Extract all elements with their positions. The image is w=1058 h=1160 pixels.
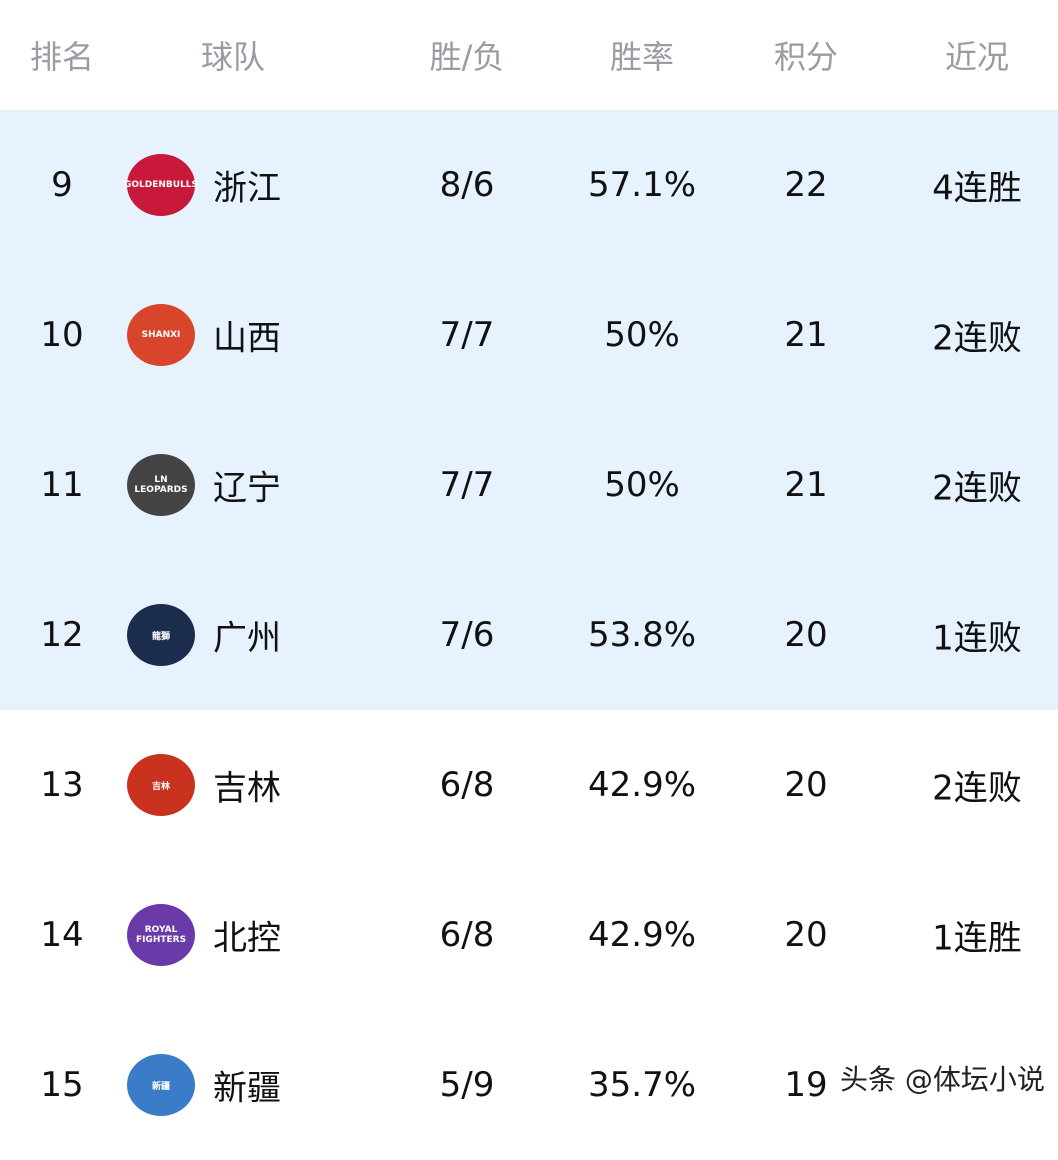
team-logo: GOLDENBULLS bbox=[124, 154, 198, 216]
rank: 11 bbox=[40, 465, 84, 505]
table-row[interactable]: 11 LN LEOPARDS 辽宁 7/7 50% 21 2连败 bbox=[0, 410, 1058, 560]
header-team: 球队 bbox=[200, 38, 266, 76]
header-wl: 胜/负 bbox=[429, 38, 505, 76]
team-name: 山西 bbox=[213, 318, 281, 359]
team-name: 浙江 bbox=[213, 168, 281, 209]
points: 20 bbox=[784, 615, 828, 655]
recent-form: 1连胜 bbox=[932, 918, 1022, 959]
win-pct: 50% bbox=[604, 315, 680, 355]
win-loss: 6/8 bbox=[439, 765, 495, 805]
team-name: 新疆 bbox=[213, 1068, 281, 1109]
points: 21 bbox=[784, 465, 828, 505]
win-loss: 7/7 bbox=[439, 315, 495, 355]
table-row[interactable]: 13 吉林 吉林 6/8 42.9% 20 2连败 bbox=[0, 710, 1058, 860]
rank: 9 bbox=[51, 165, 73, 205]
team-logo: 新疆 bbox=[127, 1054, 195, 1116]
win-pct: 53.8% bbox=[587, 615, 697, 655]
team-logo: SHANXI bbox=[127, 304, 195, 366]
team-name: 广州 bbox=[213, 618, 281, 659]
rank: 13 bbox=[40, 765, 84, 805]
win-loss: 7/7 bbox=[439, 465, 495, 505]
recent-form: 2连败 bbox=[932, 468, 1022, 509]
recent-form: 4连胜 bbox=[932, 168, 1022, 209]
recent-form: 2连败 bbox=[932, 768, 1022, 809]
recent-form: 2连败 bbox=[932, 318, 1022, 359]
win-pct: 50% bbox=[604, 465, 680, 505]
table-row[interactable]: 9 GOLDENBULLS 浙江 8/6 57.1% 22 4连胜 bbox=[0, 110, 1058, 260]
rank: 12 bbox=[40, 615, 84, 655]
team-name: 吉林 bbox=[213, 768, 281, 809]
rank: 14 bbox=[40, 915, 84, 955]
header-pct: 胜率 bbox=[609, 38, 675, 76]
header-rank: 排名 bbox=[29, 38, 95, 76]
team-logo: 吉林 bbox=[127, 754, 195, 816]
header-pts: 积分 bbox=[773, 38, 839, 76]
points: 19 bbox=[784, 1065, 828, 1105]
table-row[interactable]: 12 龍獅 广州 7/6 53.8% 20 1连败 bbox=[0, 560, 1058, 710]
points: 22 bbox=[784, 165, 828, 205]
team-name: 北控 bbox=[213, 918, 281, 959]
watermark: 头条 @体坛小说 bbox=[840, 1063, 1045, 1096]
win-pct: 42.9% bbox=[587, 915, 697, 955]
team-logo: ROYAL FIGHTERS bbox=[127, 904, 195, 966]
win-loss: 8/6 bbox=[439, 165, 495, 205]
team-logo: LN LEOPARDS bbox=[127, 454, 195, 516]
win-loss: 7/6 bbox=[439, 615, 495, 655]
table-row[interactable]: 10 SHANXI 山西 7/7 50% 21 2连败 bbox=[0, 260, 1058, 410]
table-header: 排名 球队 胜/负 胜率 积分 近况 bbox=[0, 0, 1058, 110]
win-loss: 6/8 bbox=[439, 915, 495, 955]
points: 20 bbox=[784, 915, 828, 955]
header-recent: 近况 bbox=[944, 38, 1010, 76]
rank: 15 bbox=[40, 1065, 84, 1105]
rank: 10 bbox=[40, 315, 84, 355]
team-logo: 龍獅 bbox=[127, 604, 195, 666]
win-loss: 5/9 bbox=[439, 1065, 495, 1105]
win-pct: 42.9% bbox=[587, 765, 697, 805]
points: 21 bbox=[784, 315, 828, 355]
points: 20 bbox=[784, 765, 828, 805]
table-row[interactable]: 14 ROYAL FIGHTERS 北控 6/8 42.9% 20 1连胜 bbox=[0, 860, 1058, 1010]
win-pct: 57.1% bbox=[587, 165, 697, 205]
win-pct: 35.7% bbox=[587, 1065, 697, 1105]
recent-form: 1连败 bbox=[932, 618, 1022, 659]
team-name: 辽宁 bbox=[213, 468, 281, 509]
table-row[interactable]: 15 新疆 新疆 5/9 35.7% 19 bbox=[0, 1010, 1058, 1160]
